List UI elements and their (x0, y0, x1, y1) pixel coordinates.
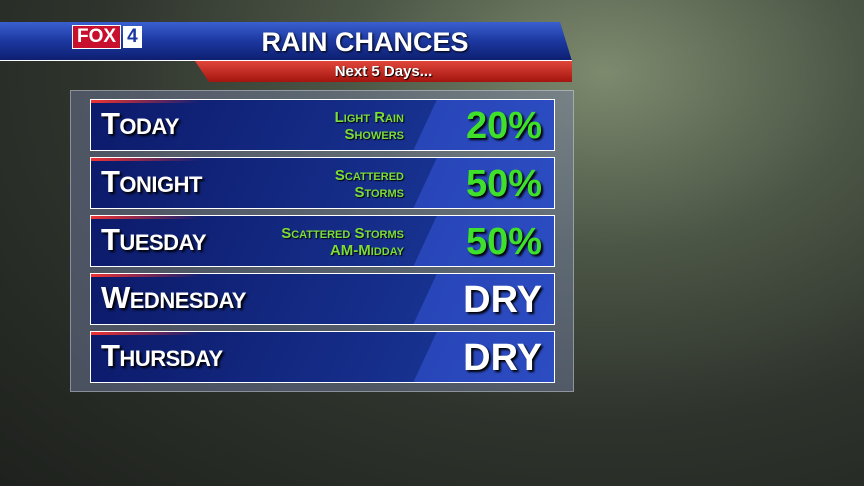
description-line: Showers (344, 126, 404, 143)
forecast-row: Tonight Scattered Storms 50% (90, 157, 555, 209)
forecast-row: Tuesday Scattered Storms AM-Midday 50% (90, 215, 555, 267)
day-label: Wednesday (101, 280, 247, 315)
description-line: Storms (354, 184, 404, 201)
chance-value: DRY (463, 337, 542, 379)
forecast-row: Today Light Rain Showers 20% (90, 99, 555, 151)
description-line: AM-Midday (329, 242, 404, 259)
description: Scattered Storms (335, 167, 404, 201)
forecast-row: Thursday DRY (90, 331, 555, 383)
day-label: Today (101, 106, 179, 141)
logo-number: 4 (123, 26, 142, 48)
description: Light Rain Showers (335, 109, 404, 143)
logo: FOX 4 (72, 25, 148, 49)
title: RAIN CHANCES (261, 27, 469, 57)
chance-value: 20% (465, 105, 542, 147)
description-line: Light Rain (334, 109, 404, 126)
subtitle: Next 5 Days... (195, 61, 572, 82)
day-label: Tuesday (101, 222, 207, 257)
day-label: Thursday (101, 338, 223, 373)
description: Scattered Storms AM-Midday (281, 225, 404, 259)
chance-value: 50% (465, 163, 542, 205)
logo-brand: FOX (72, 25, 122, 49)
day-label: Tonight (101, 164, 203, 199)
chance-value: DRY (463, 279, 542, 321)
description-line: Scattered (334, 167, 404, 184)
forecast-row: Wednesday DRY (90, 273, 555, 325)
chance-value: 50% (465, 221, 542, 263)
description-line: Scattered Storms (281, 225, 404, 242)
